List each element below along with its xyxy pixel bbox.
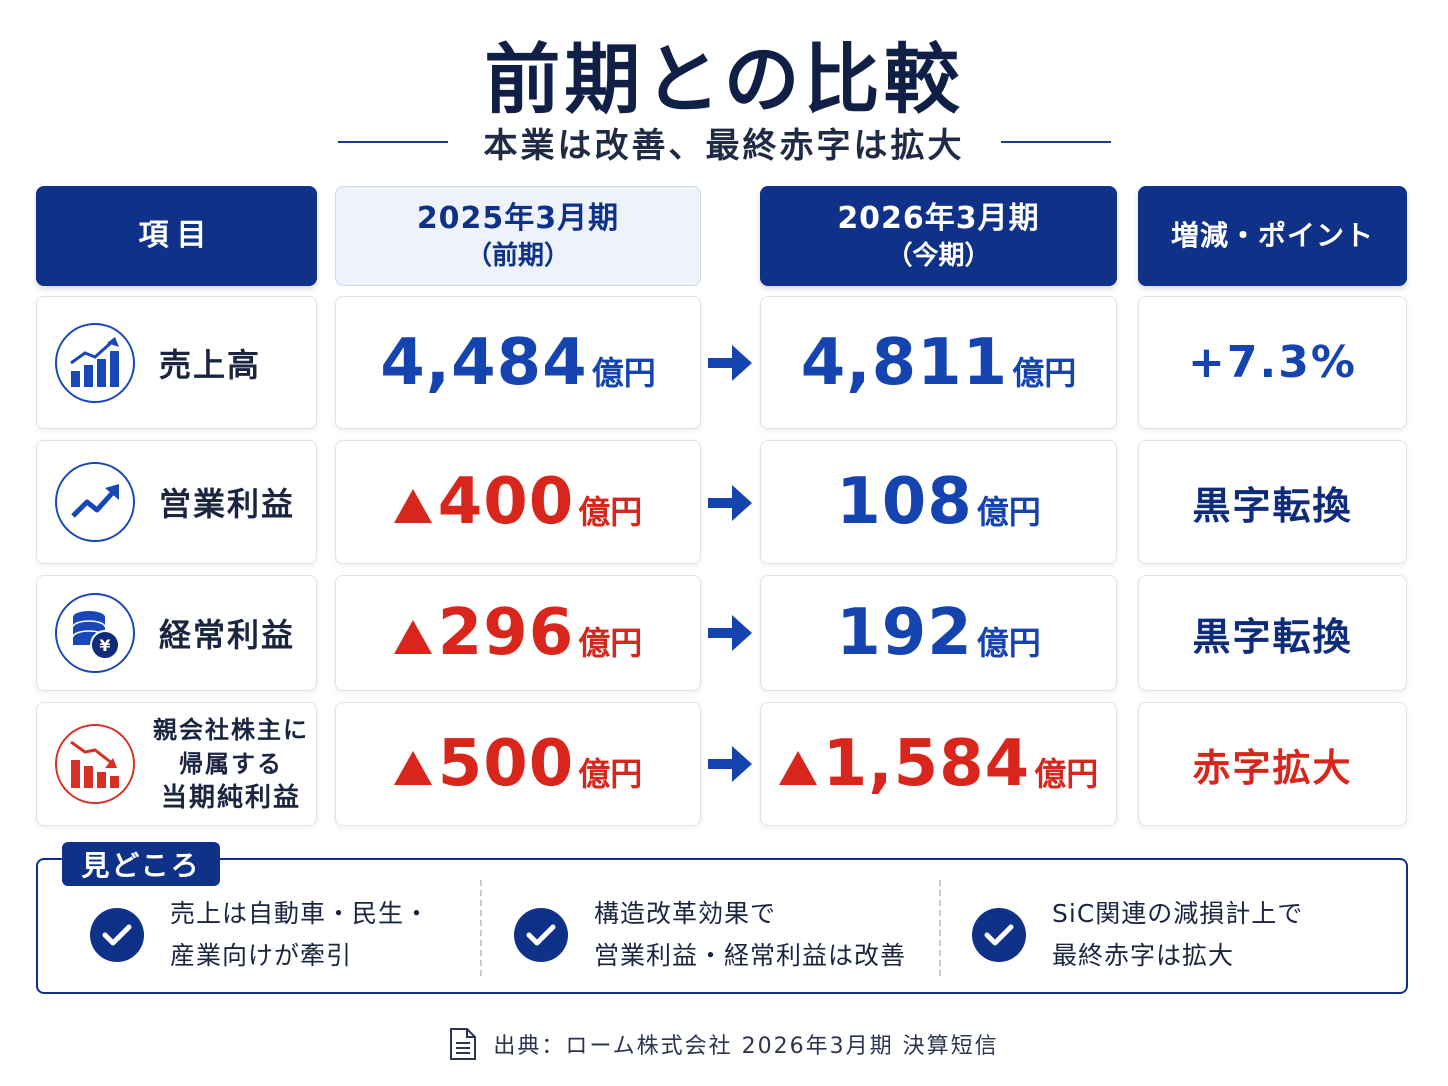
arrow-right-icon	[708, 615, 752, 651]
highlight-line1: 構造改革効果で	[594, 899, 777, 928]
minus-triangle-icon	[778, 751, 817, 785]
row-ordinary-prev: 296 億円	[335, 575, 701, 691]
row-operating-prev: 400 億円	[335, 440, 701, 564]
change-label: +7.3%	[1188, 337, 1357, 388]
minus-triangle-icon	[393, 620, 432, 654]
arrow-right-icon	[708, 345, 752, 381]
subtitle-line-right	[1000, 141, 1111, 143]
value-number: 4,811	[800, 325, 1009, 400]
change-label: 赤字拡大	[1192, 745, 1353, 790]
check-circle-icon	[972, 908, 1026, 962]
change-label: 黒字転換	[1192, 483, 1353, 528]
minus-triangle-icon	[393, 489, 432, 523]
row-operating-change: 黒字転換	[1138, 440, 1407, 564]
highlight-point-2: 構造改革効果で 営業利益・経常利益は改善	[514, 890, 906, 980]
svg-text:¥: ¥	[99, 636, 110, 655]
row-operating-curr: 108 億円	[760, 440, 1117, 564]
row-net-change: 赤字拡大	[1138, 702, 1407, 826]
check-circle-icon	[90, 908, 144, 962]
value-number: 296	[437, 596, 575, 670]
value-unit: 億円	[591, 353, 656, 392]
row-net-item: 親会社株主に 帰属する 当期純利益	[36, 702, 317, 826]
header-item: 項目	[36, 186, 317, 286]
check-circle-icon	[514, 908, 568, 962]
row-label-multiline: 親会社株主に 帰属する 当期純利益	[153, 713, 309, 815]
row-label-line2: 帰属する	[179, 750, 283, 778]
row-label-line1: 親会社株主に	[153, 716, 309, 744]
value-unit: 億円	[578, 624, 643, 662]
row-sales-prev: 4,484 億円	[335, 296, 701, 429]
highlight-line2: 最終赤字は拡大	[1052, 941, 1235, 970]
header-curr-period: 2026年3月期 （今期）	[760, 186, 1117, 286]
row-operating-item: 営業利益	[36, 440, 317, 564]
row-label: 売上高	[159, 345, 262, 384]
highlight-point-1: 売上は自動車・民生・ 産業向けが牽引	[90, 890, 430, 980]
bar-chart-up-icon	[55, 322, 135, 403]
bar-chart-down-icon	[55, 724, 135, 804]
coins-yen-icon: ¥	[55, 593, 135, 673]
row-ordinary-curr: 192 億円	[760, 575, 1117, 691]
subtitle-line-left	[337, 141, 448, 143]
change-label: 黒字転換	[1192, 614, 1353, 659]
header-curr-line1: 2026年3月期	[837, 201, 1040, 236]
highlight-line1: 売上は自動車・民生・	[170, 899, 431, 928]
value-unit: 億円	[976, 493, 1041, 531]
value-number: 108	[836, 465, 973, 539]
document-icon	[450, 1028, 477, 1060]
value-unit: 億円	[578, 755, 643, 793]
row-ordinary-change: 黒字転換	[1138, 575, 1407, 691]
header-prev-line2: （前期）	[465, 241, 570, 271]
highlights-tag: 見どころ	[62, 842, 220, 886]
row-ordinary-item: ¥ 経常利益	[36, 575, 317, 691]
value-unit: 億円	[1012, 353, 1077, 392]
row-label: 経常利益	[159, 616, 296, 654]
trend-up-icon	[55, 462, 135, 542]
row-net-curr: 1,584 億円	[760, 702, 1117, 826]
value-number: 400	[437, 465, 575, 539]
header-change: 増減・ポイント	[1138, 186, 1407, 286]
value-unit: 億円	[976, 624, 1041, 662]
arrow-right-icon	[708, 485, 752, 521]
page-subtitle: 本業は改善、最終赤字は拡大	[483, 125, 965, 166]
highlight-line1: SiC関連の減損計上で	[1052, 899, 1304, 928]
highlight-divider	[939, 880, 941, 976]
row-label-line3: 当期純利益	[160, 783, 301, 813]
row-label: 営業利益	[159, 485, 296, 523]
source-note: 出典：ローム株式会社 2026年3月期 決算短信	[0, 1024, 1448, 1064]
value-number: 192	[836, 596, 973, 670]
value-unit: 億円	[1034, 755, 1099, 793]
minus-triangle-icon	[393, 751, 432, 785]
header-prev-period: 2025年3月期 （前期）	[335, 186, 701, 286]
row-sales-item: 売上高	[36, 296, 317, 429]
source-text: 出典：ローム株式会社 2026年3月期 決算短信	[493, 1034, 999, 1059]
arrow-right-icon	[708, 746, 752, 782]
row-sales-curr: 4,811 億円	[760, 296, 1117, 429]
header-change-label: 増減・ポイント	[1170, 219, 1374, 252]
subtitle-row: 本業は改善、最終赤字は拡大	[0, 116, 1448, 168]
value-number: 1,584	[822, 727, 1031, 801]
highlight-line2: 産業向けが牽引	[170, 941, 353, 970]
row-net-prev: 500 億円	[335, 702, 701, 826]
value-number: 4,484	[380, 325, 588, 400]
row-sales-change: +7.3%	[1138, 296, 1407, 429]
highlights-box	[36, 858, 1408, 994]
highlight-line2: 営業利益・経常利益は改善	[594, 941, 907, 970]
page-title: 前期との比較	[484, 35, 964, 124]
value-unit: 億円	[578, 493, 643, 531]
header-item-label: 項目	[138, 218, 215, 253]
highlight-point-3: SiC関連の減損計上で 最終赤字は拡大	[972, 890, 1303, 980]
value-number: 500	[437, 727, 575, 801]
header-prev-line1: 2025年3月期	[416, 201, 620, 236]
header-curr-line2: （今期）	[886, 241, 991, 271]
highlight-divider	[480, 880, 482, 976]
